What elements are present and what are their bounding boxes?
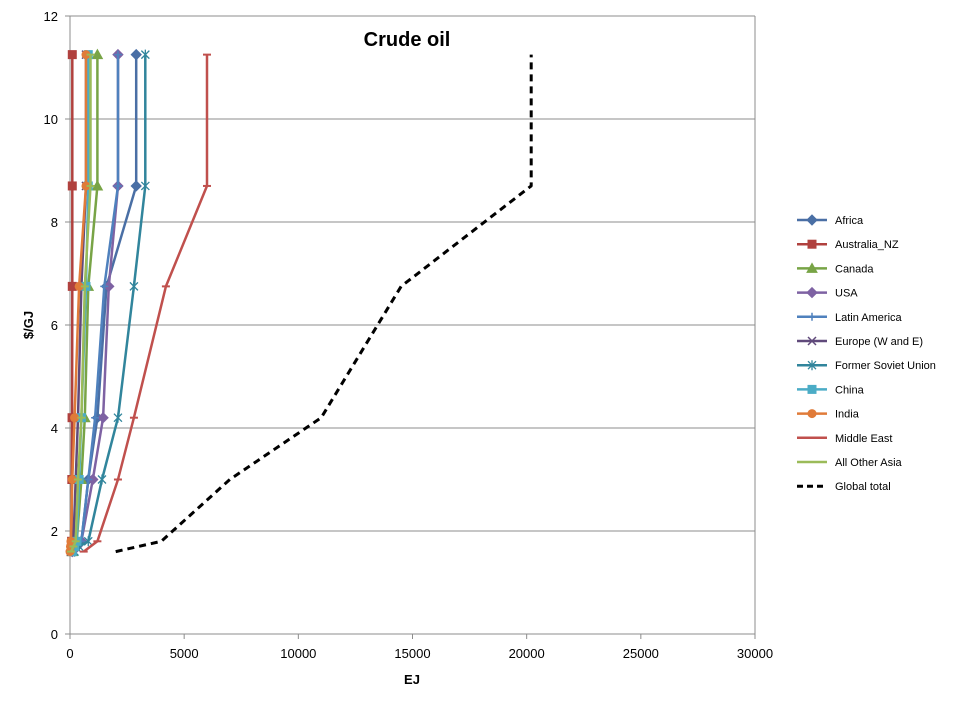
legend-item: Australia_NZ xyxy=(797,239,899,251)
legend-label: Australia_NZ xyxy=(835,239,899,251)
x-axis-title: EJ xyxy=(404,672,420,687)
y-axis-title: $/GJ xyxy=(21,311,36,339)
data-point xyxy=(67,181,77,191)
data-point xyxy=(113,412,123,423)
legend-label: USA xyxy=(835,288,858,300)
y-tick-label: 10 xyxy=(44,112,58,127)
data-point xyxy=(91,179,104,191)
legend-label: All Other Asia xyxy=(835,457,903,469)
data-point xyxy=(113,181,122,190)
y-tick-label: 8 xyxy=(51,215,58,230)
data-point xyxy=(97,411,109,424)
x-tick-label: 10000 xyxy=(280,646,316,661)
y-tick-label: 12 xyxy=(44,9,58,24)
legend-item: Global total xyxy=(797,481,891,493)
y-tick-label: 6 xyxy=(51,318,58,333)
legend-label: Middle East xyxy=(835,433,892,445)
data-point xyxy=(91,48,104,60)
data-point xyxy=(140,180,150,191)
x-tick-label: 5000 xyxy=(170,646,199,661)
legend-label: India xyxy=(835,409,860,421)
series-line xyxy=(115,54,533,554)
legend-marker xyxy=(807,384,817,394)
data-point xyxy=(67,50,77,60)
chart-title: Crude oil xyxy=(364,29,451,51)
legend-label: Global total xyxy=(835,481,891,493)
legend-label: Former Soviet Union xyxy=(835,360,936,372)
legend: Africa Australia_NZ Canada USA Latin America… xyxy=(797,214,936,493)
data-point xyxy=(97,474,107,485)
data-point xyxy=(91,413,100,422)
legend-marker xyxy=(806,214,818,226)
legend-item: Former Soviet Union xyxy=(797,360,936,372)
x-tick-label: 25000 xyxy=(623,646,659,661)
data-point xyxy=(140,49,150,60)
legend-item: All Other Asia xyxy=(797,457,903,469)
legend-item: Middle East xyxy=(797,433,892,445)
grid-lines xyxy=(70,15,755,532)
data-point xyxy=(84,475,93,484)
legend-label: Canada xyxy=(835,263,874,275)
y-tick-label: 2 xyxy=(51,524,58,539)
legend-label: Latin America xyxy=(835,312,903,324)
data-point xyxy=(130,180,142,192)
legend-marker xyxy=(807,239,817,249)
legend-item: Canada xyxy=(797,262,874,275)
y-tick-label: 0 xyxy=(51,627,58,642)
legend-item: Europe (W and E) xyxy=(797,336,923,348)
legend-marker xyxy=(807,360,817,371)
legend-item: USA xyxy=(797,286,858,300)
data-point xyxy=(100,282,109,291)
legend-marker xyxy=(807,409,817,419)
legend-marker xyxy=(807,336,817,346)
x-tick-label: 30000 xyxy=(737,646,773,661)
legend-marker xyxy=(806,286,818,299)
data-point xyxy=(83,536,93,547)
legend-label: China xyxy=(835,384,865,396)
x-tick-label: 15000 xyxy=(394,646,430,661)
legend-item: Latin America xyxy=(797,312,903,324)
legend-item: India xyxy=(797,409,860,421)
legend-label: Europe (W and E) xyxy=(835,336,923,348)
legend-item: Africa xyxy=(797,214,864,227)
data-point xyxy=(113,50,122,59)
series-global-total xyxy=(115,54,533,554)
series-all-other-asia xyxy=(67,53,95,553)
legend-marker xyxy=(808,312,816,321)
tick-labels: 0 2 4 6 8 10 12 0 5000 10000 15000 20000 25000 30000 xyxy=(44,9,774,661)
x-tick-label: 20000 xyxy=(509,646,545,661)
x-tick-label: 0 xyxy=(66,646,73,661)
series-middle-east xyxy=(79,53,211,553)
data-point xyxy=(70,413,80,423)
legend-label: Africa xyxy=(835,215,864,227)
data-point xyxy=(130,48,142,61)
legend-marker xyxy=(806,262,818,273)
data-point xyxy=(129,281,139,292)
y-tick-label: 4 xyxy=(51,421,58,436)
legend-item: China xyxy=(797,384,865,396)
series-layer xyxy=(65,48,533,558)
